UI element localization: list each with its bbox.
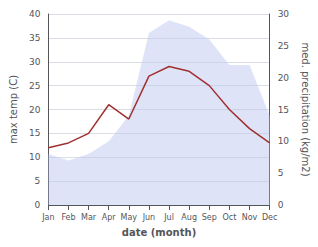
svg-text:Aug: Aug <box>181 213 197 222</box>
svg-text:Jan: Jan <box>41 213 54 222</box>
svg-text:25: 25 <box>29 81 40 91</box>
svg-text:Dec: Dec <box>262 213 277 222</box>
svg-text:med. precipitation (kg/m2): med. precipitation (kg/m2) <box>300 42 311 176</box>
svg-text:Jun: Jun <box>142 213 156 222</box>
svg-text:5: 5 <box>278 168 284 178</box>
svg-text:15: 15 <box>29 128 40 138</box>
svg-text:10: 10 <box>29 152 41 162</box>
svg-text:0: 0 <box>278 200 284 210</box>
svg-text:35: 35 <box>29 33 40 43</box>
svg-text:Apr: Apr <box>102 213 117 222</box>
svg-text:15: 15 <box>278 105 289 115</box>
svg-text:Jul: Jul <box>163 213 174 222</box>
svg-text:Sep: Sep <box>202 213 217 222</box>
svg-text:May: May <box>121 213 138 222</box>
svg-text:Nov: Nov <box>242 213 258 222</box>
svg-text:25: 25 <box>278 41 289 51</box>
svg-text:Oct: Oct <box>222 213 236 222</box>
svg-text:Mar: Mar <box>81 213 97 222</box>
svg-text:Feb: Feb <box>61 213 75 222</box>
svg-text:30: 30 <box>278 9 290 19</box>
svg-text:40: 40 <box>29 9 41 19</box>
svg-text:20: 20 <box>29 105 41 115</box>
svg-text:20: 20 <box>278 73 290 83</box>
svg-text:max temp (C): max temp (C) <box>8 75 19 144</box>
svg-text:30: 30 <box>29 57 41 67</box>
svg-text:5: 5 <box>35 176 41 186</box>
svg-text:date (month): date (month) <box>122 227 196 238</box>
svg-text:0: 0 <box>35 200 41 210</box>
svg-text:10: 10 <box>278 136 290 146</box>
